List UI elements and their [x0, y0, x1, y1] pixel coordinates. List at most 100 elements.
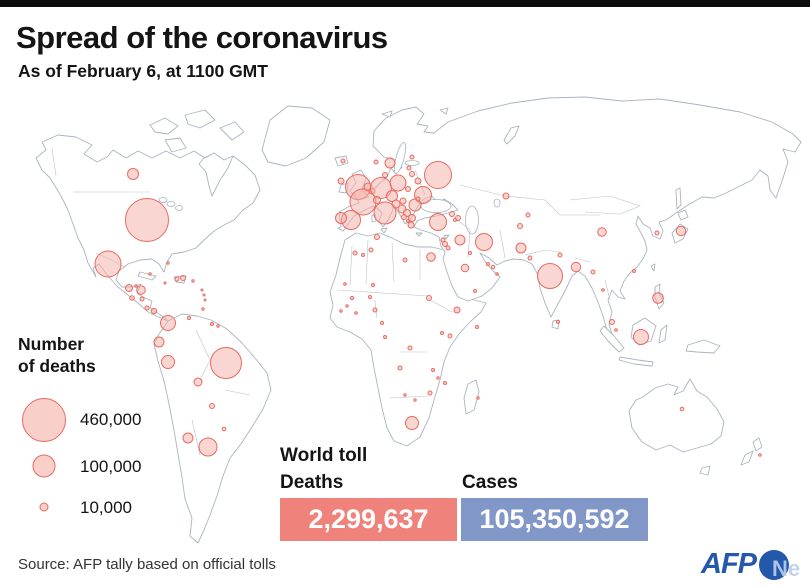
death-bubble-hong-kong [632, 269, 636, 273]
south-america-outline [153, 313, 272, 544]
death-bubble [354, 311, 358, 315]
source-credit: Source: AFP tally based on official toll… [18, 556, 276, 573]
death-bubble-iceland [340, 158, 346, 164]
death-bubble-panama [150, 307, 158, 315]
death-bubble-nicaragua [139, 296, 145, 302]
death-bubble-portugal [335, 212, 347, 224]
death-bubble-botswana [413, 398, 417, 402]
death-bubble-afghanistan [515, 242, 527, 254]
death-bubble-oman [495, 272, 499, 276]
death-bubble-morocco [352, 250, 358, 256]
death-bubble-belize [134, 284, 138, 288]
afp-globe-icon [759, 550, 789, 580]
death-bubble-czech-republic [386, 190, 398, 202]
death-bubble-canada [127, 168, 139, 180]
death-bubble-sudan [426, 295, 432, 301]
death-bubble-uruguay [221, 426, 227, 432]
death-bubble-romania [408, 198, 422, 212]
death-bubble-uganda [440, 331, 444, 335]
death-bubble-united-arab-emirates [490, 264, 496, 270]
death-bubble-peru [161, 355, 175, 369]
death-bubble-italy [373, 201, 397, 225]
death-bubble-guatemala [125, 284, 133, 292]
legend-label-small: 10,000 [80, 498, 132, 517]
death-bubble-bolivia [193, 377, 203, 387]
death-bubble-bulgaria [408, 214, 416, 222]
greenland-outline [261, 105, 331, 167]
death-bubble-finland [409, 154, 415, 160]
death-bubble-new-zealand [758, 453, 762, 457]
death-bubble-indonesia [633, 329, 649, 345]
death-bubble-slovakia [399, 197, 407, 205]
afp-watermark: Ne [772, 556, 801, 581]
death-bubble-norway [373, 159, 379, 165]
death-bubble-kenya [447, 333, 453, 339]
death-bubble-chile [182, 432, 194, 444]
death-bubble-bahamas [166, 261, 170, 265]
legend-circle-small [39, 502, 49, 512]
death-bubble [200, 288, 204, 292]
death-bubble-philippines [652, 292, 664, 304]
death-bubble-costa-rica [144, 305, 150, 311]
death-bubble-guinea [339, 309, 343, 313]
death-bubble-argentina [198, 437, 218, 457]
death-bubble [203, 298, 207, 302]
death-bubble-saudi-arabia [460, 263, 470, 273]
death-bubble-pakistan [527, 255, 533, 261]
legend-title-line2: of deaths [18, 356, 96, 376]
death-bubble-united-states [125, 198, 169, 242]
death-bubble-angola [397, 365, 403, 371]
cases-value-box: 105,350,592 [461, 498, 648, 541]
death-bubble-denmark [382, 172, 388, 178]
death-bubble-egypt [426, 252, 436, 262]
death-bubble-iraq [454, 234, 466, 246]
afp-logo-text: AFP [701, 548, 757, 580]
death-bubble-poland [389, 174, 407, 192]
death-bubble-kuwait [468, 251, 472, 255]
death-bubble-algeria [368, 247, 374, 253]
death-bubble-honduras [136, 285, 146, 295]
death-bubble-bosnia [401, 214, 407, 220]
death-bubble-south-africa [405, 416, 419, 430]
death-bubble-cameroon [380, 321, 384, 325]
death-bubble-jordan [445, 245, 451, 251]
death-bubble [202, 293, 206, 297]
page-title: Spread of the coronavirus [16, 20, 388, 55]
death-bubble-burkina-faso [368, 295, 372, 299]
death-bubble-trinidad-and-tobago [201, 307, 205, 311]
death-bubble-somalia [475, 325, 479, 329]
death-bubble-south-korea [654, 230, 660, 236]
cases-label: Cases [462, 472, 518, 493]
africa-outline [329, 232, 487, 447]
death-bubble-nepal [557, 252, 563, 258]
death-bubble-nigeria [372, 307, 378, 313]
death-bubble-mali [371, 283, 375, 287]
death-bubble-latvia [409, 171, 415, 177]
death-bubble-australia [679, 406, 685, 412]
death-bubble-kazakhstan [502, 192, 510, 200]
death-bubble-suriname [216, 324, 220, 328]
death-bubble-armenia [453, 218, 457, 222]
death-bubble-ethiopia [453, 306, 461, 314]
world-toll-title: World toll [280, 445, 368, 466]
deaths-value: 2,299,637 [308, 504, 429, 534]
death-bubble-yemen [473, 289, 477, 293]
death-bubble-myanmar [590, 269, 596, 275]
australia-outline [628, 378, 725, 453]
cases-value: 105,350,592 [479, 504, 630, 534]
death-bubble [361, 253, 365, 257]
death-bubble-thailand [601, 288, 605, 292]
death-bubble-paraguay [209, 403, 215, 409]
death-bubble-sweden [384, 157, 396, 169]
death-bubble-iran [475, 233, 493, 251]
death-bubble-kyrgyzstan [525, 212, 531, 218]
death-bubble-malawi [436, 376, 440, 380]
death-bubble-jamaica [163, 281, 167, 285]
death-bubble-brazil [210, 347, 242, 379]
death-bubble-singapore [614, 328, 618, 332]
death-bubble-mauritania [343, 282, 347, 286]
legend-title-line1: Number [18, 334, 85, 354]
death-bubble-china [597, 227, 607, 237]
death-bubble-israel [442, 241, 448, 247]
